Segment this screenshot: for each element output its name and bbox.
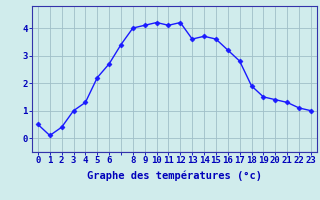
X-axis label: Graphe des températures (°c): Graphe des températures (°c) bbox=[87, 171, 262, 181]
